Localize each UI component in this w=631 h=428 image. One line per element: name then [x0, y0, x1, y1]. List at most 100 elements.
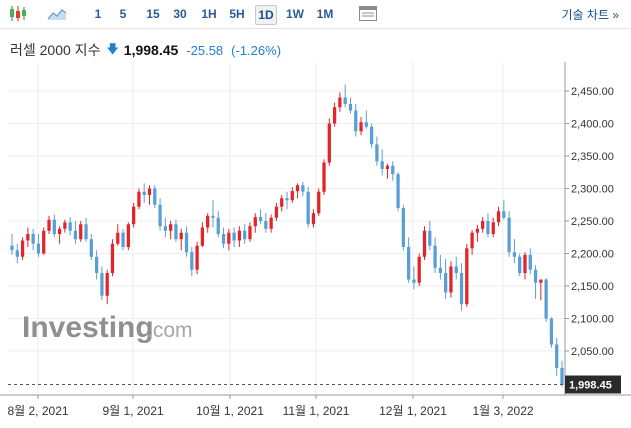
candle	[158, 204, 162, 227]
x-tick-label: 9월 1, 2021	[102, 404, 163, 418]
candle	[375, 144, 379, 162]
candle	[338, 97, 342, 108]
candle	[211, 215, 215, 218]
candle	[491, 222, 495, 234]
candle	[518, 256, 522, 273]
candle	[401, 208, 405, 247]
candle	[444, 273, 448, 293]
candle	[105, 273, 109, 296]
last-price: 1,998.45	[123, 42, 179, 58]
candle	[116, 232, 120, 244]
candle	[253, 217, 257, 227]
candle	[232, 232, 236, 241]
candle	[248, 226, 252, 240]
candle	[295, 185, 300, 192]
candle	[20, 240, 25, 257]
candle	[486, 221, 490, 234]
y-tick-label: 2,350.00	[571, 151, 614, 163]
timeframe-5h[interactable]: 5H	[229, 7, 245, 21]
candle	[15, 250, 19, 257]
timeframe-1w[interactable]: 1W	[286, 7, 304, 21]
y-tick-label: 2,050.00	[571, 346, 614, 358]
price-change-percent: (-1.26%)	[231, 42, 282, 58]
candle	[63, 222, 67, 229]
y-tick-label: 2,250.00	[571, 216, 614, 228]
candle	[169, 224, 173, 231]
candle	[354, 110, 358, 132]
timeframe-1h[interactable]: 1H	[201, 7, 217, 21]
timeframe-1m[interactable]: 1M	[316, 7, 334, 21]
candle	[137, 191, 141, 207]
candle	[359, 122, 363, 132]
candle	[549, 318, 554, 345]
candle	[184, 232, 189, 253]
y-tick-label: 2,200.00	[571, 249, 614, 261]
timeframe-1[interactable]: 1	[94, 7, 102, 21]
timeframe-30[interactable]: 30	[173, 7, 187, 21]
candle	[47, 219, 51, 231]
candle	[555, 344, 559, 368]
candle	[459, 273, 464, 305]
price-chart[interactable]: 2,450.00 2,400.00 2,350.00 2,300.00 2,250.00…	[0, 62, 631, 428]
candlestick-icon[interactable]	[8, 5, 28, 22]
area-chart-icon[interactable]	[47, 5, 67, 22]
candle	[317, 191, 321, 214]
candle	[26, 234, 30, 241]
candle	[343, 97, 347, 104]
candle	[465, 248, 469, 305]
candle	[454, 266, 458, 273]
current-price-label: 1,998.45	[569, 380, 612, 392]
candle	[322, 162, 326, 192]
candle	[385, 165, 390, 169]
candle	[200, 227, 205, 246]
candle	[502, 211, 506, 218]
candle	[327, 123, 331, 163]
timeframe-15[interactable]: 15	[146, 7, 160, 21]
candle	[290, 191, 294, 201]
candle	[280, 198, 284, 207]
candle	[306, 191, 310, 225]
candle	[131, 206, 136, 225]
candle	[31, 234, 35, 244]
candle	[285, 198, 289, 201]
candle	[539, 279, 543, 283]
candle	[153, 188, 157, 205]
candle	[364, 122, 368, 127]
candle	[481, 221, 485, 229]
x-tick-label: 10월 1, 2021	[196, 404, 264, 418]
candle	[269, 217, 273, 229]
y-tick-label: 2,150.00	[571, 281, 614, 293]
candle	[147, 188, 152, 195]
candle	[68, 222, 72, 231]
candle	[174, 224, 178, 240]
timeframe-1d[interactable]: 1D	[255, 5, 277, 25]
chart-toolbar: 1 5 15 30 1H 5H 1D 1W 1M 기술 차트 »	[0, 0, 631, 29]
candle	[36, 243, 41, 254]
price-change: -25.58	[186, 42, 224, 58]
candle	[332, 107, 337, 124]
candle	[533, 269, 538, 283]
candle	[274, 206, 279, 218]
table-icon[interactable]	[358, 5, 378, 22]
candle	[57, 228, 62, 234]
candle	[264, 221, 268, 229]
x-tick-label: 1월 3, 2022	[472, 404, 533, 418]
candle	[221, 234, 226, 244]
candle	[216, 217, 220, 234]
candle	[433, 245, 437, 268]
y-tick-label: 2,300.00	[571, 184, 614, 196]
candle	[475, 228, 480, 233]
candle	[190, 252, 194, 270]
candle	[79, 224, 83, 240]
candle	[369, 126, 374, 145]
candle	[528, 254, 532, 270]
candle	[311, 213, 316, 225]
technical-chart-link[interactable]: 기술 차트 »	[561, 8, 619, 22]
y-tick-label: 2,400.00	[571, 119, 614, 131]
candle	[94, 256, 99, 273]
timeframe-5[interactable]: 5	[119, 7, 127, 21]
candle	[110, 243, 115, 273]
candle	[227, 232, 231, 244]
candle	[496, 211, 501, 223]
candle	[523, 254, 527, 273]
